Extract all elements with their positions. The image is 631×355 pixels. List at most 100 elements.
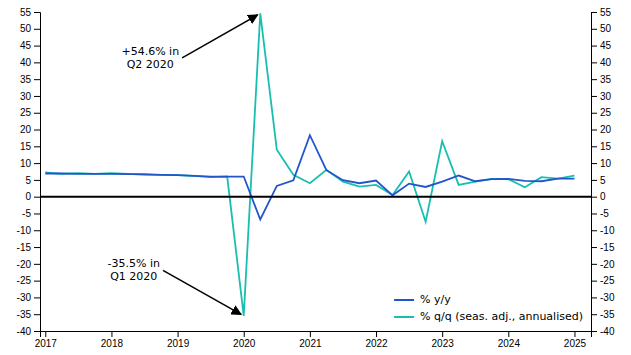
tick-mark (34, 197, 40, 198)
tick-mark (34, 96, 40, 97)
annotation: +54.6% inQ2 2020 (121, 45, 179, 71)
tick-mark (34, 331, 40, 332)
tick: 2025 (564, 331, 587, 349)
tick-mark (34, 297, 40, 298)
tick-mark (591, 230, 597, 231)
series-group (40, 13, 591, 316)
tick-mark (442, 331, 443, 337)
tick-mark (310, 331, 311, 337)
tick: -30 (591, 292, 615, 303)
tick: 15 (20, 141, 40, 152)
tick: 0 (591, 191, 606, 202)
tick: -5 (591, 208, 609, 219)
tick-mark (591, 180, 597, 181)
annotation-arrow (163, 270, 241, 314)
tick-mark (508, 331, 509, 337)
tick-mark (591, 197, 597, 198)
tick-mark (591, 29, 597, 30)
tick: 35 (591, 74, 612, 85)
tick: 30 (591, 91, 612, 102)
tick-mark (34, 146, 40, 147)
tick: -20 (591, 259, 615, 270)
tick: 25 (591, 107, 612, 118)
tick-mark (574, 331, 575, 337)
tick: -40 (591, 326, 615, 337)
tick-label: 15 (20, 141, 32, 152)
tick-mark (111, 331, 112, 337)
legend-item: % q/q (seas. adj., annualised) (394, 310, 583, 323)
tick-label: -5 (22, 208, 31, 219)
tick-label: 45 (20, 40, 32, 51)
tick-label: -35 (600, 309, 615, 320)
tick-mark (591, 314, 597, 315)
tick: -15 (591, 242, 615, 253)
tick-label: 2020 (233, 338, 256, 349)
tick-label: 2022 (365, 338, 388, 349)
tick-label: 40 (20, 57, 32, 68)
tick-label: -25 (600, 275, 615, 286)
annotation-line: Q2 2020 (127, 58, 174, 71)
tick-label: 35 (20, 74, 32, 85)
tick: 55 (20, 7, 40, 18)
tick: -5 (22, 208, 40, 219)
tick-label: -20 (600, 259, 615, 270)
tick-label: 2023 (432, 338, 455, 349)
tick-label: 50 (600, 23, 612, 34)
tick: 50 (591, 23, 612, 34)
tick-label: -40 (17, 326, 32, 337)
tick-mark (34, 264, 40, 265)
y-axis: -40-35-30-25-20-15-10-505101520253035404… (17, 7, 41, 337)
tick-mark (34, 281, 40, 282)
y-axis-right: -40-35-30-25-20-15-10-505101520253035404… (591, 7, 615, 337)
tick: 2018 (101, 331, 124, 349)
tick-label: 30 (20, 91, 32, 102)
tick: 25 (20, 107, 40, 118)
tick-mark (34, 247, 40, 248)
tick-mark (591, 113, 597, 114)
tick-mark (34, 62, 40, 63)
tick-mark (591, 79, 597, 80)
tick: 2017 (35, 331, 58, 349)
tick-label: 2024 (498, 338, 521, 349)
tick-label: 2019 (167, 338, 190, 349)
x-axis: 201720182019202020212022202320242025 (35, 331, 592, 349)
tick-mark (244, 331, 245, 337)
tick-label: 35 (600, 74, 612, 85)
tick: -35 (591, 309, 615, 320)
tick-mark (591, 213, 597, 214)
tick: 20 (591, 124, 612, 135)
tick-mark (376, 331, 377, 337)
tick: -35 (17, 309, 40, 320)
tick-label: 25 (20, 107, 32, 118)
tick-label: 45 (600, 40, 612, 51)
tick-label: 20 (20, 124, 32, 135)
tick-mark (591, 163, 597, 164)
legend-label: % y/y (420, 293, 451, 306)
tick-mark (34, 46, 40, 47)
tick-label: 10 (600, 158, 612, 169)
tick-mark (34, 113, 40, 114)
tick: 50 (20, 23, 40, 34)
tick-mark (591, 297, 597, 298)
tick: 55 (591, 7, 612, 18)
tick-label: -35 (17, 309, 32, 320)
tick-mark (34, 163, 40, 164)
tick: -10 (591, 225, 615, 236)
tick-label: -15 (17, 242, 32, 253)
tick-mark (591, 281, 597, 282)
plot: 201720182019202020212022202320242025-40-… (17, 7, 615, 349)
tick: 2023 (432, 331, 455, 349)
tick: -10 (17, 225, 40, 236)
tick: 10 (20, 158, 40, 169)
tick-label: 55 (600, 7, 612, 18)
tick: 2024 (498, 331, 521, 349)
tick: 40 (20, 57, 40, 68)
tick-mark (34, 230, 40, 231)
tick: 10 (591, 158, 612, 169)
legend-swatch (394, 316, 414, 318)
tick-mark (34, 130, 40, 131)
tick-mark (34, 79, 40, 80)
tick: -25 (591, 275, 615, 286)
tick-label: 2017 (35, 338, 58, 349)
tick-label: -40 (600, 326, 615, 337)
